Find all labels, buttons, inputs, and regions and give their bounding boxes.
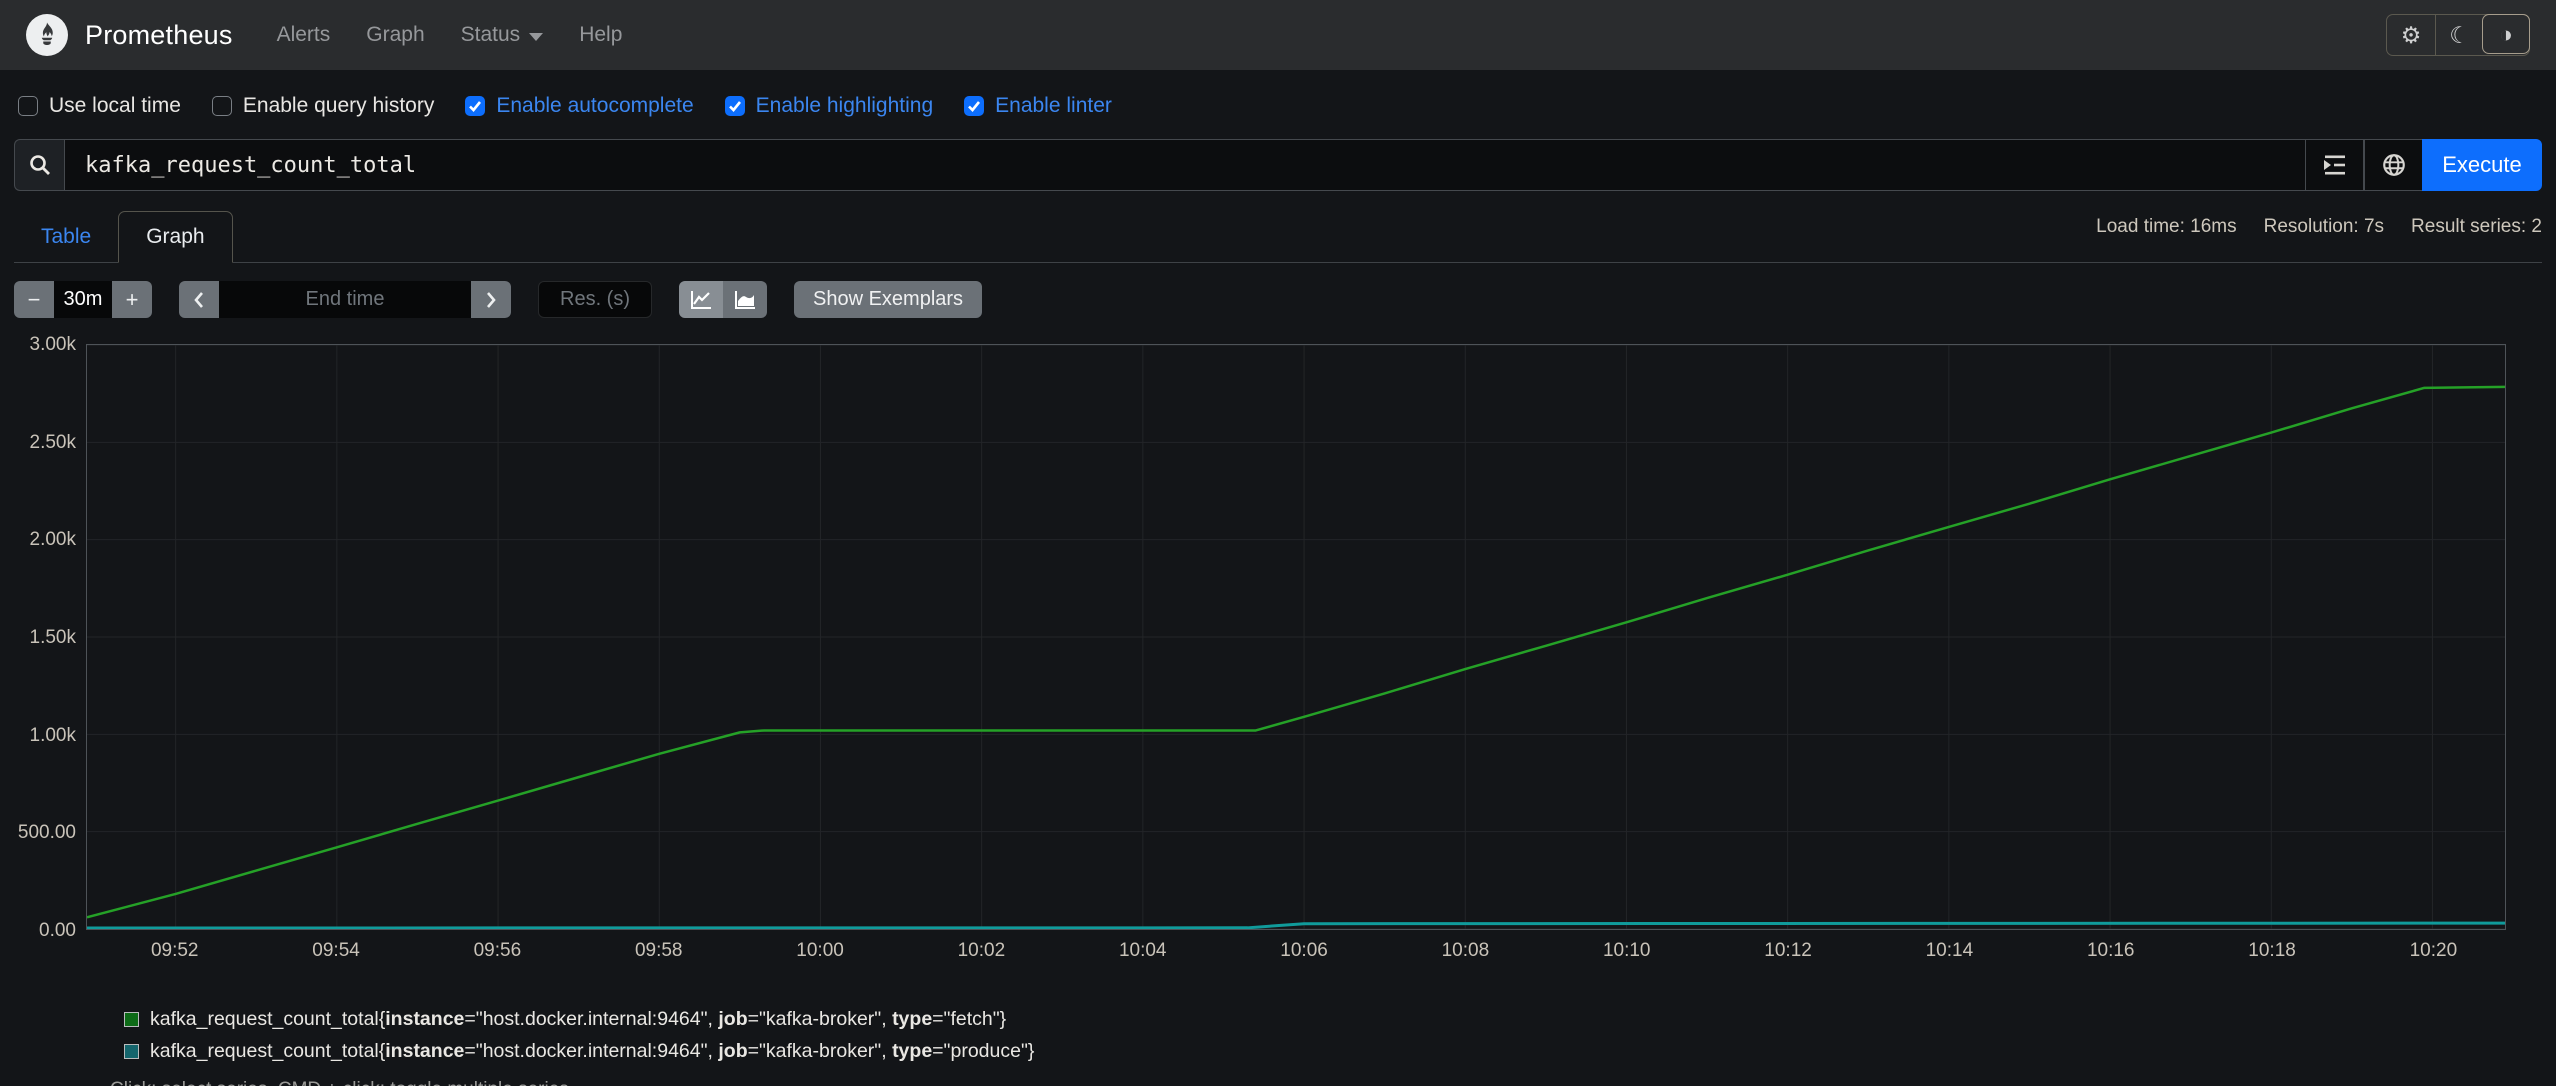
chevron-left-icon[interactable] bbox=[179, 281, 219, 318]
y-tick-label: 2.50k bbox=[29, 431, 76, 453]
nav-item-graph[interactable]: Graph bbox=[366, 23, 425, 46]
nav-item-status-dropdown[interactable]: Status bbox=[461, 23, 544, 47]
theme-toggle-group: ⚙ ☾ ◑ bbox=[2386, 14, 2530, 56]
panel-tabs: Table Graph Load time: 16ms Resolution: … bbox=[14, 211, 2542, 263]
option-query-history[interactable]: Enable query history bbox=[211, 94, 434, 118]
expression-input-group: Execute bbox=[14, 139, 2542, 191]
series-label: kafka_request_count_total{instance="host… bbox=[150, 1008, 1007, 1030]
brand-title[interactable]: Prometheus bbox=[85, 19, 233, 50]
legend-item[interactable]: kafka_request_count_total{instance="host… bbox=[124, 1040, 2542, 1063]
show-exemplars-button[interactable]: Show Exemplars bbox=[794, 281, 983, 318]
chart-area: 3.00k 2.50k 2.00k 1.50k 1.00k 500.00 0.00 09:5… bbox=[14, 332, 2542, 978]
chevron-down-icon bbox=[529, 32, 544, 41]
checkbox[interactable] bbox=[18, 96, 38, 116]
checkbox[interactable] bbox=[211, 96, 232, 116]
line-graph-icon[interactable] bbox=[679, 281, 723, 318]
load-time: Load time: 16ms bbox=[2096, 216, 2237, 237]
x-tick-label: 10:10 bbox=[1602, 940, 1651, 961]
x-tick-label: 10:14 bbox=[1925, 940, 1974, 961]
format-icon bbox=[2323, 155, 2345, 175]
result-series: Result series: 2 bbox=[2411, 216, 2542, 237]
y-tick-label: 1.00k bbox=[29, 724, 76, 746]
nav-item-alerts[interactable]: Alerts bbox=[276, 23, 331, 46]
tab-graph[interactable]: Graph bbox=[118, 211, 233, 263]
chevron-right-icon[interactable] bbox=[471, 281, 511, 318]
x-tick-label: 09:56 bbox=[473, 940, 522, 961]
top-navbar: Prometheus Alerts Graph Status Help ⚙ ☾ … bbox=[0, 0, 2556, 70]
y-tick-label: 2.00k bbox=[29, 529, 76, 551]
x-tick-label: 10:02 bbox=[957, 940, 1006, 961]
decrease-range-button[interactable]: − bbox=[14, 281, 54, 318]
expression-input[interactable] bbox=[64, 139, 2306, 191]
option-use-local-time[interactable]: Use local time bbox=[18, 94, 181, 118]
series-label: kafka_request_count_total{instance="host… bbox=[150, 1040, 1035, 1062]
query-stats: Load time: 16ms Resolution: 7s Result se… bbox=[2096, 211, 2542, 238]
plot-region[interactable] bbox=[86, 344, 2506, 930]
end-time-picker bbox=[179, 281, 511, 318]
series-swatch bbox=[124, 1044, 139, 1059]
series-legend: kafka_request_count_total{instance="host… bbox=[124, 1008, 2542, 1063]
checkbox[interactable] bbox=[724, 96, 745, 116]
range-input[interactable] bbox=[54, 281, 112, 318]
x-tick-label: 10:12 bbox=[1764, 940, 1812, 961]
option-highlighting[interactable]: Enable highlighting bbox=[724, 94, 933, 118]
option-linter[interactable]: Enable linter bbox=[964, 94, 1112, 118]
range-stepper: − + bbox=[14, 281, 152, 318]
x-tick-label: 10:06 bbox=[1280, 940, 1328, 961]
moon-icon[interactable]: ☾ bbox=[2435, 15, 2483, 55]
globe-icon bbox=[2382, 154, 2405, 176]
x-tick-label: 10:16 bbox=[2086, 940, 2135, 961]
x-tick-label: 09:52 bbox=[150, 940, 199, 961]
y-tick-label: 500.00 bbox=[17, 822, 76, 844]
resolution-input[interactable] bbox=[538, 281, 652, 318]
query-options-bar: Use local time Enable query history Enab… bbox=[18, 85, 2556, 127]
metrics-explorer-button[interactable] bbox=[2364, 139, 2422, 191]
search-icon bbox=[14, 139, 64, 191]
x-tick-label: 10:08 bbox=[1441, 940, 1490, 961]
x-tick-label: 10:04 bbox=[1118, 940, 1167, 961]
y-tick-label: 3.00k bbox=[29, 334, 76, 355]
y-tick-label: 1.50k bbox=[29, 627, 76, 648]
stacked-graph-icon[interactable] bbox=[723, 281, 767, 318]
checkbox[interactable] bbox=[465, 96, 486, 116]
increase-range-button[interactable]: + bbox=[112, 281, 152, 318]
x-tick-label: 10:20 bbox=[2409, 940, 2458, 961]
auto-theme-icon[interactable]: ◑ bbox=[2482, 14, 2530, 54]
checkbox[interactable] bbox=[964, 96, 985, 116]
x-tick-label: 09:58 bbox=[634, 940, 683, 961]
tab-table[interactable]: Table bbox=[41, 225, 92, 248]
series-swatch bbox=[124, 1012, 139, 1027]
flame-icon bbox=[41, 22, 53, 45]
option-autocomplete[interactable]: Enable autocomplete bbox=[465, 94, 694, 118]
execute-button[interactable]: Execute bbox=[2422, 139, 2542, 191]
format-expression-button[interactable] bbox=[2306, 139, 2364, 191]
legend-hint: Click: select series, CMD + click: toggl… bbox=[110, 1079, 2542, 1086]
gear-icon[interactable]: ⚙ bbox=[2387, 15, 2435, 55]
prometheus-logo[interactable] bbox=[26, 14, 68, 56]
end-time-input[interactable] bbox=[219, 281, 471, 318]
x-tick-label: 10:18 bbox=[2248, 940, 2296, 961]
nav-item-help[interactable]: Help bbox=[579, 23, 623, 46]
x-tick-label: 10:00 bbox=[796, 940, 844, 961]
x-tick-label: 09:54 bbox=[312, 940, 360, 961]
graph-type-toggle bbox=[679, 281, 767, 318]
y-tick-label: 0.00 bbox=[39, 920, 76, 941]
resolution: Resolution: 7s bbox=[2263, 216, 2385, 237]
graph-controls: − + Show Exemplars bbox=[14, 281, 2542, 318]
legend-item[interactable]: kafka_request_count_total{instance="host… bbox=[124, 1008, 2542, 1031]
